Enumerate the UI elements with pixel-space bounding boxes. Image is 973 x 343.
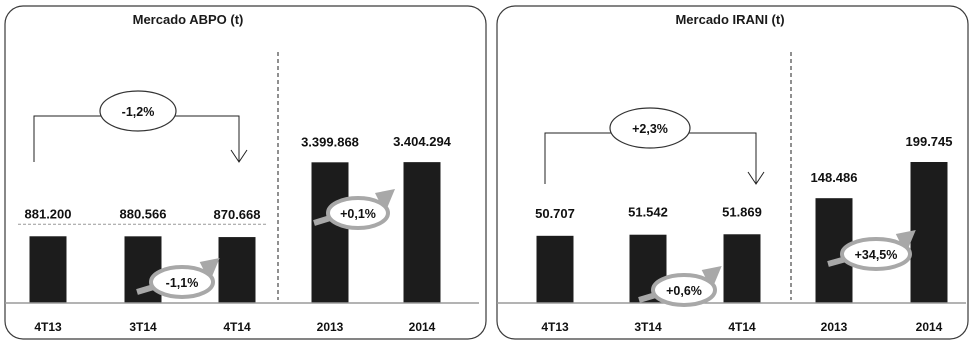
bar-4t13 — [536, 235, 574, 303]
tick-label-4t13: 4T13 — [541, 320, 569, 334]
tick-label-2014: 2014 — [409, 320, 436, 334]
tick-label-3t14: 3T14 — [129, 320, 157, 334]
chart-panel-1: Mercado ABPO (t) 881.200 4T13 880.566 3T14 87… — [4, 5, 487, 340]
quarter-change-label: -1,1% — [166, 276, 199, 290]
year-change-oval — [840, 237, 912, 271]
quarter-change-oval — [149, 265, 215, 299]
quarter-change-arrowhead — [701, 266, 722, 290]
data-label-2014: 3.404.294 — [393, 134, 452, 149]
data-label-2013: 3.399.868 — [301, 134, 359, 149]
tick-label-4t13: 4T13 — [34, 320, 62, 334]
bar-2014 — [910, 162, 948, 303]
tick-label-2013: 2013 — [317, 320, 344, 334]
bracket-arrowhead — [230, 149, 248, 163]
bracket-change-label: -1,2% — [122, 105, 155, 119]
bar-4t14 — [723, 234, 761, 303]
tick-label-4t14: 4T14 — [728, 320, 756, 334]
chart-title: Mercado IRANI (t) — [675, 12, 784, 27]
year-change-arrowhead — [375, 189, 395, 213]
year-change-oval — [326, 196, 390, 230]
quarter-change-oval — [651, 273, 717, 307]
data-label-2014: 199.745 — [906, 134, 953, 149]
quarter-change-label: +0,6% — [666, 284, 702, 298]
chart-panel-2: Mercado IRANI (t) 50.707 4T13 51.542 3T14 51.… — [496, 5, 969, 340]
data-label-4t14: 51.869 — [722, 204, 762, 219]
bar-2013 — [311, 162, 349, 303]
bracket-change-oval — [609, 107, 691, 149]
data-label-2013: 148.486 — [811, 170, 858, 185]
quarter-change-arrowhead — [199, 258, 220, 282]
tick-label-3t14: 3T14 — [634, 320, 662, 334]
bracket-change-oval — [99, 90, 177, 132]
bar-4t13 — [29, 236, 67, 303]
bar-4t14 — [218, 237, 256, 303]
data-label-4t13: 50.707 — [535, 206, 575, 221]
bar-2014 — [403, 162, 441, 303]
year-change-label: +34,5% — [855, 248, 898, 262]
tick-label-4t14: 4T14 — [223, 320, 251, 334]
tick-label-2014: 2014 — [916, 320, 943, 334]
data-label-4t13: 881.200 — [25, 206, 72, 221]
data-label-3t14: 51.542 — [628, 205, 668, 220]
data-label-3t14: 880.566 — [120, 206, 167, 221]
bracket-change-label: +2,3% — [632, 122, 668, 136]
year-change-label: +0,1% — [340, 207, 376, 221]
data-label-4t14: 870.668 — [214, 207, 261, 222]
tick-label-2013: 2013 — [821, 320, 848, 334]
year-change-arrowhead — [895, 230, 916, 254]
bracket-arrowhead — [747, 171, 765, 185]
chart-title: Mercado ABPO (t) — [133, 12, 244, 27]
